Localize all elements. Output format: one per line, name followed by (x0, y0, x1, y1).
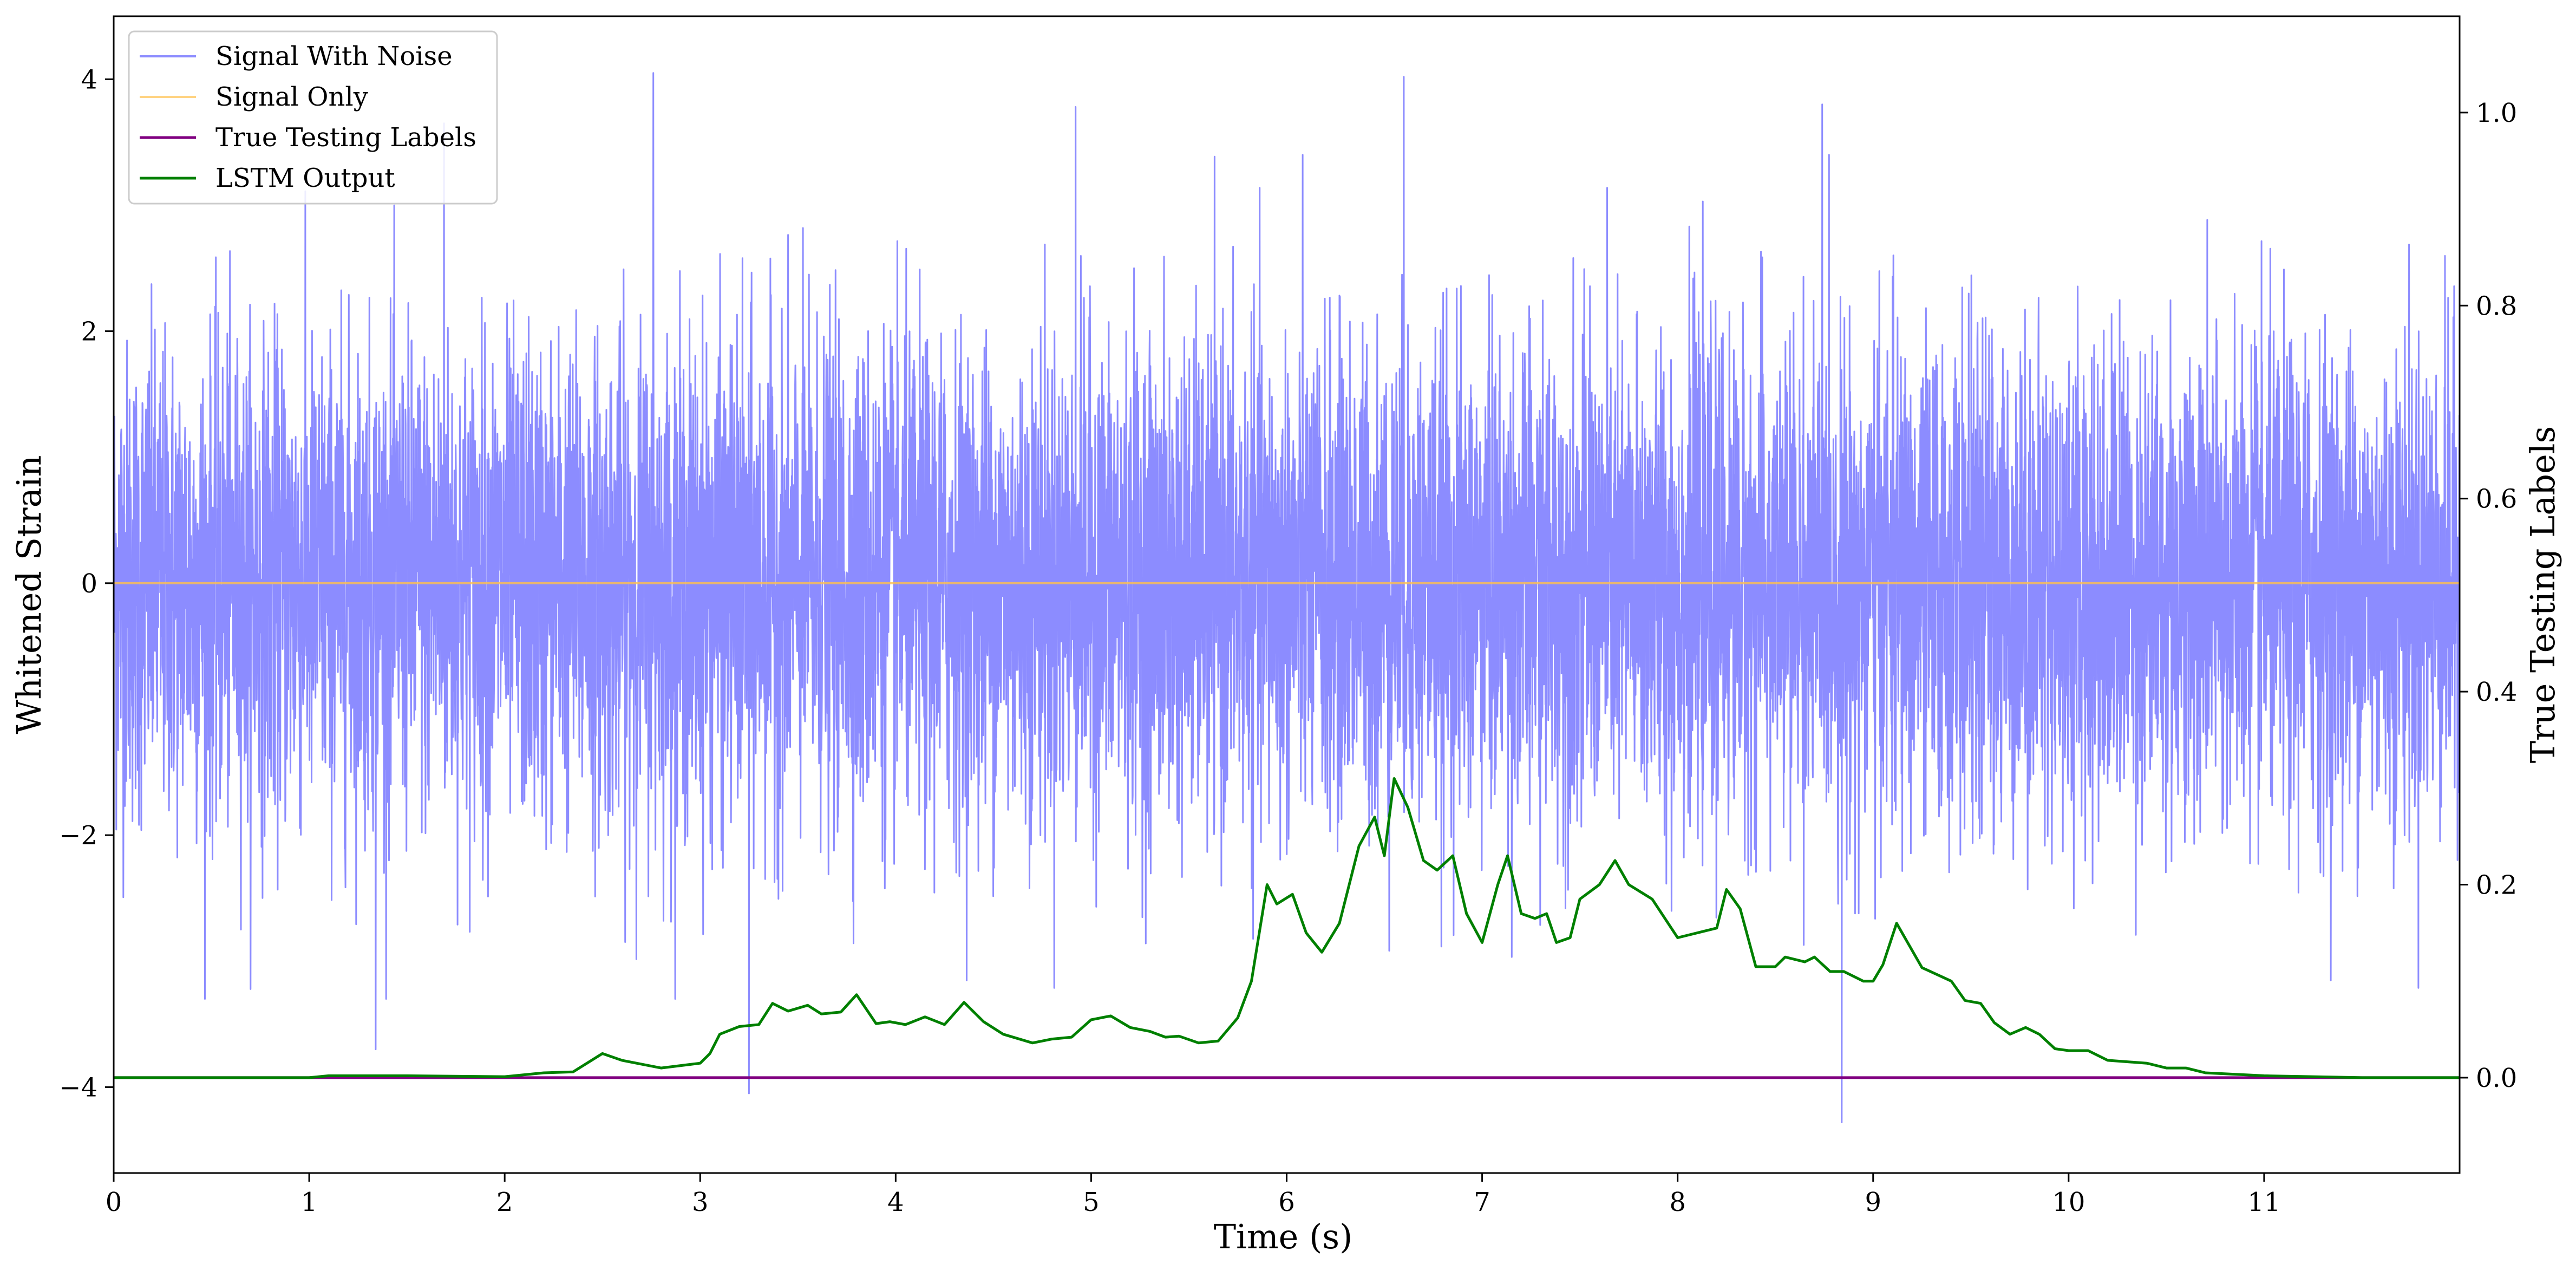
y2-tick-label: 0.2 (2476, 870, 2517, 901)
y-tick-label: 4 (81, 64, 97, 95)
x-tick-label: 6 (1278, 1187, 1295, 1217)
legend-label-true-testing-labels: True Testing Labels (215, 122, 476, 153)
y2-tick-label: 1.0 (2476, 98, 2517, 128)
x-tick-label: 11 (2247, 1187, 2280, 1217)
y2-tick-label: 0.0 (2476, 1063, 2517, 1093)
plot-area (113, 72, 2461, 1123)
y2-axis-label: True Testing Labels (2523, 426, 2562, 764)
x-tick-label: 10 (2052, 1187, 2085, 1217)
y-axis-label: Whitened Strain (9, 455, 49, 734)
ticks-layer: 0 1 2 3 4 5 6 7 8 9 10 11 −4 −2 0 2 4 0.0 0.2 0.4 0.6 0.8 1.0 (59, 64, 2517, 1217)
y-tick-label: 0 (81, 569, 97, 599)
y2-tick-label: 0.8 (2476, 291, 2517, 321)
legend-label-signal-with-noise: Signal With Noise (215, 41, 453, 71)
legend-box (128, 30, 498, 205)
x-tick-label: 1 (301, 1187, 318, 1217)
x-tick-label: 3 (692, 1187, 709, 1217)
y-tick-label: 2 (81, 317, 97, 347)
legend-label-signal-only: Signal Only (215, 82, 368, 112)
y-tick-label: −4 (59, 1072, 97, 1103)
x-tick-label: 9 (1865, 1187, 1881, 1217)
x-tick-label: 4 (887, 1187, 904, 1217)
y2-tick-label: 0.6 (2476, 484, 2517, 514)
x-tick-label: 7 (1474, 1187, 1490, 1217)
x-tick-label: 5 (1083, 1187, 1100, 1217)
y2-tick-label: 0.4 (2476, 677, 2517, 707)
y-tick-label: −2 (59, 820, 97, 851)
x-tick-label: 0 (106, 1187, 122, 1217)
x-tick-label: 8 (1669, 1187, 1686, 1217)
series-signal-with-noise (113, 72, 2461, 1123)
x-axis-label: Time (s) (1214, 1217, 1353, 1256)
legend: Signal With Noise Signal Only True Testi… (128, 30, 498, 205)
x-tick-label: 2 (496, 1187, 513, 1217)
series-lstm-output (114, 777, 2460, 1079)
legend-label-lstm-output: LSTM Output (215, 163, 395, 193)
